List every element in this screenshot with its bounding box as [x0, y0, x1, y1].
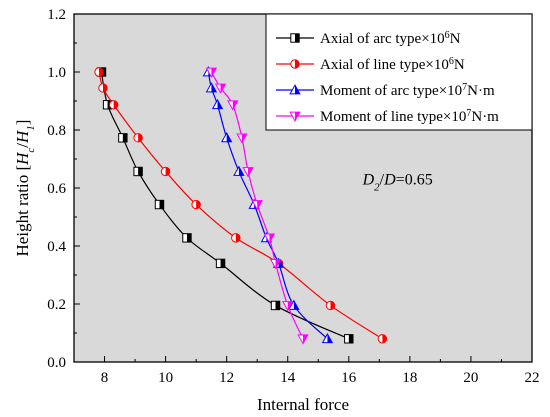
- data-point-fill: [295, 85, 300, 94]
- data-point-fill: [348, 334, 353, 343]
- y-tick-label: 0.8: [47, 123, 66, 139]
- data-point-fill: [269, 234, 275, 243]
- series-4: [205, 67, 309, 345]
- data-point-fill: [295, 59, 300, 69]
- y-tick-label: 0.0: [47, 355, 66, 371]
- data-point-fill: [241, 133, 247, 143]
- data-point-fill: [238, 166, 244, 176]
- data-point-fill: [295, 33, 300, 43]
- y-axis: 0.0 0.2 0.4 0.6 0.8 1.0 1.2: [47, 7, 80, 371]
- data-point-fill: [211, 83, 217, 92]
- data-point-fill: [235, 233, 241, 243]
- legend-label: Axial of arc type×106N: [320, 30, 461, 48]
- legend-box: [265, 13, 533, 131]
- data-point-fill: [217, 99, 223, 109]
- x-tick-label: 12: [219, 370, 234, 386]
- data-point-fill: [275, 301, 280, 310]
- y-tick-label: 0.4: [47, 239, 66, 255]
- legend-item: Axial of line type×106N: [276, 56, 465, 74]
- data-point-fill: [327, 333, 333, 343]
- data-point-fill: [295, 112, 300, 121]
- data-point-fill: [113, 100, 118, 109]
- data-point-fill: [159, 200, 164, 209]
- data-point-fill: [287, 301, 293, 311]
- data-point-fill: [138, 133, 143, 143]
- data-point-fill: [196, 200, 201, 209]
- data-point-fill: [220, 259, 225, 268]
- series-line: [98, 71, 383, 340]
- data-point-fill: [138, 167, 143, 176]
- data-point-fill: [186, 233, 192, 243]
- legend-label: Moment of arc type×107N·m: [320, 82, 495, 100]
- legend-item: Moment of line type×107N·m: [276, 108, 499, 126]
- x-tick-label: 16: [341, 370, 357, 386]
- legend: Axial of arc type×106N Axial of line type…: [265, 13, 533, 131]
- legend-item: Axial of arc type×106N: [276, 30, 461, 48]
- data-point-fill: [303, 334, 308, 344]
- data-point-fill: [382, 334, 387, 343]
- series-line: [210, 71, 304, 340]
- data-point-fill: [330, 301, 335, 310]
- data-point-fill: [103, 83, 108, 93]
- x-tick-label: 8: [101, 370, 109, 386]
- data-point-fill: [122, 133, 128, 143]
- x-tick-label: 18: [402, 370, 417, 386]
- series-line: [207, 71, 328, 340]
- y-tick-label: 0.6: [47, 181, 66, 197]
- data-point-fill: [293, 300, 299, 310]
- data-point-fill: [211, 68, 217, 77]
- data-point-fill: [232, 100, 238, 110]
- y-tick-label: 1.2: [47, 7, 66, 23]
- legend-label: Moment of line type×107N·m: [320, 108, 499, 126]
- y-axis-title: Height ratio [Hc/H1]: [13, 120, 37, 257]
- x-tick-label: 20: [463, 370, 478, 386]
- data-point-fill: [248, 167, 253, 177]
- x-tick-label: 14: [280, 370, 296, 386]
- data-point-fill: [257, 200, 263, 210]
- x-axis: 8 10 12 14 16 18 20 22: [73, 356, 540, 386]
- series-2: [94, 67, 388, 344]
- y-tick-label: 1.0: [47, 65, 66, 81]
- legend-item: Moment of arc type×107N·m: [276, 82, 495, 100]
- series-layer: [94, 66, 388, 345]
- legend-label: Axial of line type×106N: [320, 56, 465, 74]
- x-tick-label: 10: [158, 370, 173, 386]
- y-tick-label: 0.2: [47, 297, 66, 313]
- data-point-fill: [220, 84, 226, 93]
- annotation-ratio: D2/D=0.65: [362, 171, 433, 193]
- data-point-fill: [99, 67, 104, 77]
- x-tick-label: 22: [525, 370, 540, 386]
- data-point-fill: [275, 259, 281, 269]
- data-point-fill: [226, 133, 232, 142]
- x-axis-title: Internal force: [257, 395, 349, 414]
- data-point-fill: [165, 167, 170, 176]
